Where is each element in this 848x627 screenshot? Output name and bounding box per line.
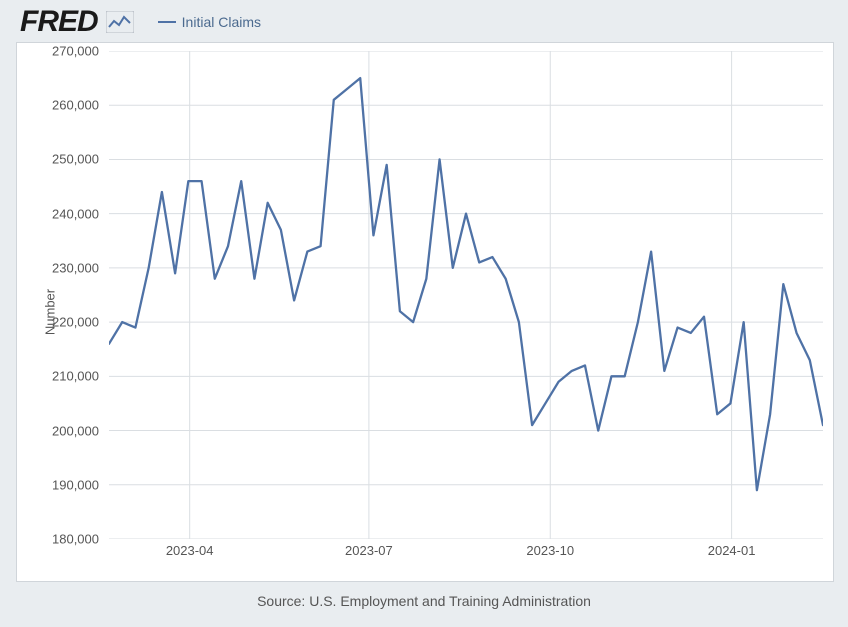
y-tick-label: 220,000 [19, 315, 99, 330]
x-tick-label: 2023-10 [526, 543, 574, 558]
y-tick-labels: 180,000190,000200,000210,000220,000230,0… [17, 51, 105, 539]
y-tick-label: 240,000 [19, 206, 99, 221]
header: FRED Initial Claims [20, 5, 261, 39]
y-tick-label: 190,000 [19, 477, 99, 492]
x-tick-label: 2024-01 [708, 543, 756, 558]
fred-logo-text: FRED [20, 5, 98, 39]
fred-chart-icon [106, 11, 134, 33]
x-tick-label: 2023-04 [166, 543, 214, 558]
y-tick-label: 200,000 [19, 423, 99, 438]
legend-swatch [158, 21, 176, 23]
y-tick-label: 270,000 [19, 44, 99, 59]
y-tick-label: 230,000 [19, 260, 99, 275]
y-tick-label: 250,000 [19, 152, 99, 167]
chart-area: Number 180,000190,000200,000210,000220,0… [16, 42, 834, 582]
y-tick-label: 210,000 [19, 369, 99, 384]
source-line: Source: U.S. Employment and Training Adm… [0, 593, 848, 609]
x-tick-labels: 2023-04 2023-07 2023-10 2024-01 [109, 543, 823, 563]
data-line [109, 51, 823, 539]
y-tick-label: 180,000 [19, 532, 99, 547]
y-tick-label: 260,000 [19, 98, 99, 113]
chart-container: FRED Initial Claims Number 180,000190,00… [0, 0, 848, 627]
legend-label: Initial Claims [182, 14, 261, 30]
x-tick-label: 2023-07 [345, 543, 393, 558]
legend: Initial Claims [158, 14, 261, 30]
plot-region [109, 51, 823, 539]
